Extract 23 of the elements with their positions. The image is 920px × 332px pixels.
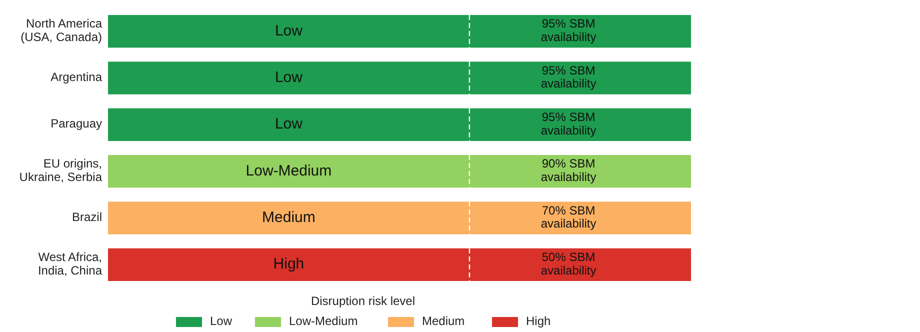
text: Low	[274, 68, 302, 86]
annotation: 95% SBM availability	[540, 110, 596, 138]
annotation: 90% SBM availability	[540, 156, 596, 184]
y-tick-label: Argentina	[50, 70, 102, 84]
annotation: 50% SBM availability	[540, 250, 596, 278]
y-tick-label: Brazil	[72, 210, 102, 224]
annotation: 70% SBM availability	[540, 204, 596, 231]
text: Low-Medium	[246, 162, 332, 180]
text: Medium	[262, 208, 316, 226]
legend-label: Medium	[422, 314, 465, 328]
y-tick-label: Paraguay	[50, 116, 102, 131]
legend-title: Disruption risk level	[310, 294, 416, 308]
legend-label: High	[526, 314, 551, 328]
annotation: 95% SBM availability	[540, 64, 596, 91]
legend-label: Low	[210, 314, 232, 328]
legend-label: Low-Medium	[289, 314, 358, 328]
text: High	[273, 256, 304, 273]
y-tick-label: North America (USA, Canada)	[20, 16, 102, 44]
text: Low	[274, 116, 302, 133]
y-tick-label: EU origins, Ukraine, Serbia	[19, 156, 102, 184]
y-tick-label: West Africa, India, China	[38, 250, 102, 278]
text: Low	[274, 22, 302, 40]
annotation: 95% SBM availability	[540, 16, 596, 44]
